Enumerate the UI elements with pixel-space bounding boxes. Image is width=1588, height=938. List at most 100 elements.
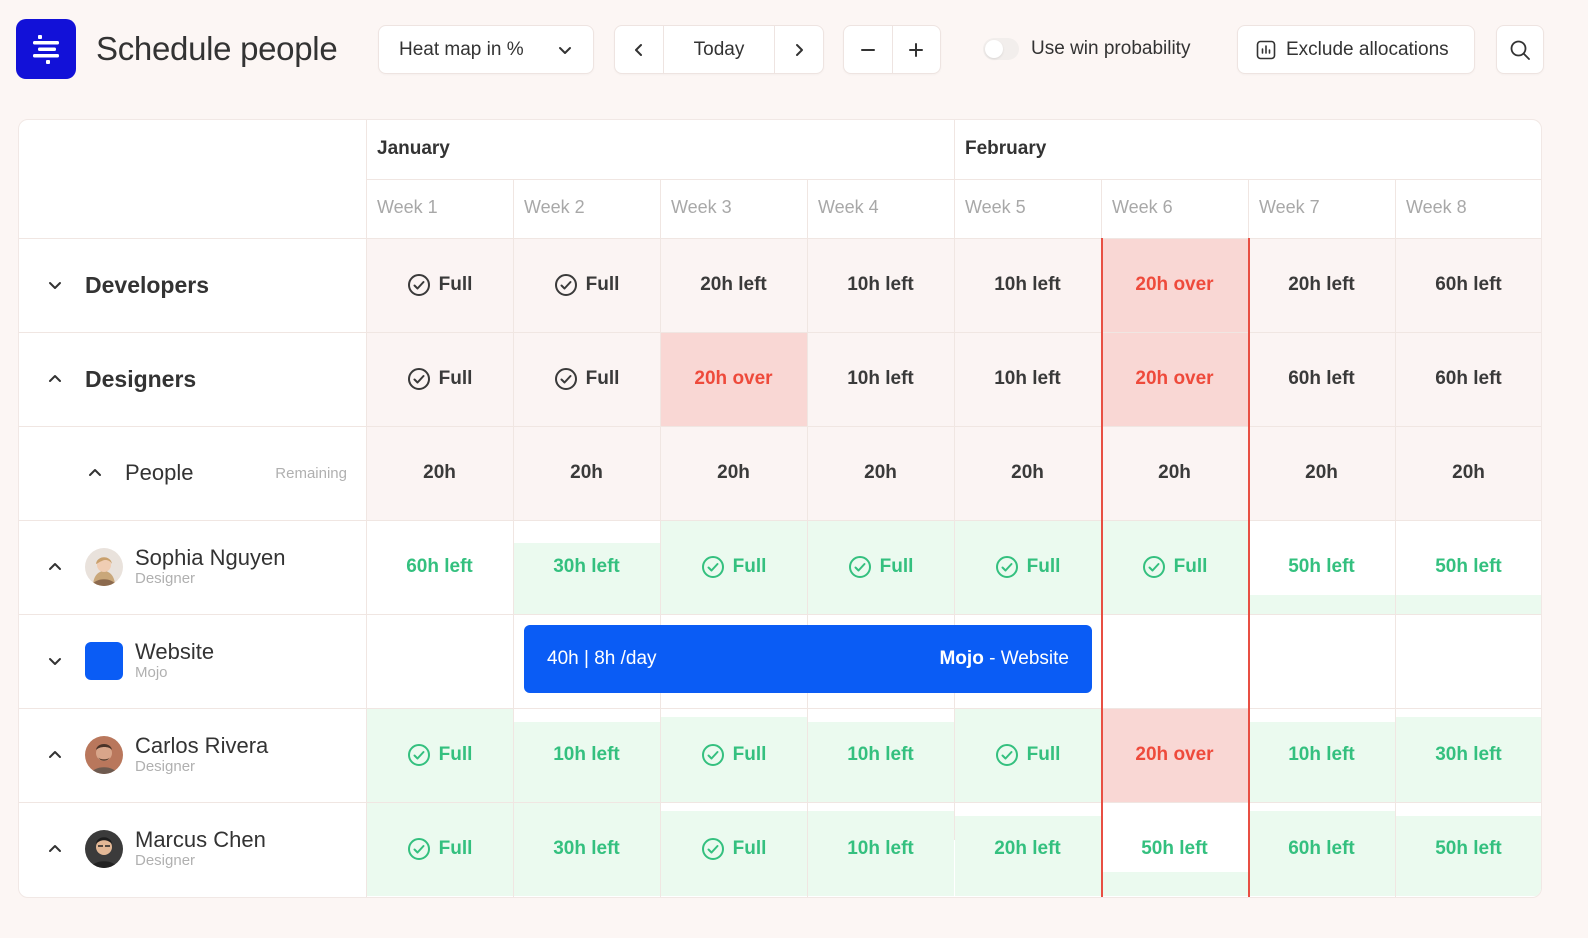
capacity-cell[interactable]: Full [366,332,513,426]
capacity-value: 20h [864,462,897,483]
capacity-cell[interactable]: 20h left [1248,238,1395,332]
capacity-value: 20h over [694,368,773,389]
capacity-cell[interactable]: Full [807,520,954,614]
capacity-cell[interactable]: 10h left [807,708,954,802]
capacity-cell[interactable]: Full [660,802,807,896]
heat-fill [661,811,807,896]
capacity-value: 20h over [1135,368,1214,389]
capacity-cell[interactable]: Full [660,708,807,802]
capacity-cell[interactable]: 20h left [954,802,1101,896]
capacity-cell[interactable]: 20h left [660,238,807,332]
exclude-allocations-button[interactable]: Exclude allocations [1237,25,1475,74]
chevron-up-icon[interactable] [47,559,63,575]
capacity-value: 30h left [553,556,620,577]
divider [807,179,808,897]
group-row-designers[interactable]: Designers [47,332,196,426]
heat-fill [808,520,954,614]
zoom-in-button[interactable] [891,26,941,73]
person-row[interactable]: Marcus Chen Designer [47,802,266,896]
chevron-up-icon[interactable] [47,747,63,763]
capacity-cell[interactable]: 30h left [513,802,660,896]
search-button[interactable] [1496,25,1544,74]
group-row-developers[interactable]: Developers [47,238,209,332]
person-row[interactable]: Carlos Rivera Designer [47,708,268,802]
today-button[interactable]: Today [663,26,775,73]
chevron-up-icon[interactable] [47,841,63,857]
capacity-cell[interactable]: 50h left [1395,802,1541,896]
capacity-cell[interactable]: 10h left [954,332,1101,426]
app-logo[interactable] [16,19,76,79]
previous-button[interactable] [615,26,663,73]
chevron-up-icon[interactable] [47,371,63,387]
capacity-cell[interactable]: 10h left [807,238,954,332]
divider [19,332,1541,333]
divider [513,179,514,897]
divider [19,708,1541,709]
capacity-cell[interactable]: 20h over [660,332,807,426]
capacity-cell[interactable]: 50h left [1248,520,1395,614]
allocation-bar[interactable]: 40h | 8h /day Mojo - Website [524,625,1092,693]
chevron-up-icon[interactable] [87,465,103,481]
capacity-cell[interactable]: 60h left [1248,802,1395,896]
heat-fill [955,520,1101,614]
capacity-cell[interactable]: 60h left [366,520,513,614]
chevron-down-icon[interactable] [47,277,63,293]
capacity-cell[interactable]: Full [366,238,513,332]
view-select[interactable]: Heat map in % [378,25,594,74]
capacity-cell[interactable]: 20h over [1101,332,1248,426]
people-row[interactable]: People Remaining [87,426,347,520]
capacity-cell[interactable]: Full [513,238,660,332]
project-row[interactable]: Website Mojo [47,614,214,708]
capacity-cell[interactable]: 20h over [1101,708,1248,802]
capacity-cell[interactable]: Full [366,708,513,802]
capacity-cell[interactable]: 20h [1248,426,1395,520]
capacity-value: 20h [717,462,750,483]
capacity-cell[interactable]: 10h left [807,802,954,896]
capacity-cell[interactable]: 50h left [1395,520,1541,614]
capacity-cell[interactable]: Full [1101,520,1248,614]
capacity-value: Full [732,556,767,577]
capacity-cell[interactable]: 60h left [1248,332,1395,426]
capacity-cell[interactable]: 20h [366,426,513,520]
capacity-cell[interactable]: Full [954,520,1101,614]
capacity-cell[interactable]: 60h left [1395,332,1541,426]
next-button[interactable] [775,26,823,73]
capacity-cell[interactable]: 10h left [1248,708,1395,802]
heat-fill [367,802,513,896]
capacity-cell[interactable]: Full [366,802,513,896]
person-role: Designer [135,758,196,775]
capacity-cell[interactable]: Full [660,520,807,614]
capacity-cell[interactable]: 20h [1101,426,1248,520]
divider [1395,179,1396,897]
capacity-cell[interactable]: 20h [1395,426,1541,520]
capacity-cell[interactable]: Full [513,332,660,426]
capacity-cell[interactable]: 20h [954,426,1101,520]
minus-icon [860,48,875,51]
capacity-value: Full [1173,556,1208,577]
capacity-cell[interactable]: 20h [660,426,807,520]
week-label: Week 5 [965,197,1026,217]
capacity-value: 20h [1305,462,1338,483]
heat-fill [808,722,954,802]
person-row[interactable]: Sophia Nguyen Designer [47,520,285,614]
toggle-switch[interactable] [983,38,1019,60]
capacity-cell[interactable]: 20h [513,426,660,520]
capacity-cell[interactable]: 10h left [513,708,660,802]
chevron-down-icon[interactable] [47,653,63,669]
zoom-out-button[interactable] [844,26,892,73]
today-line-left [1101,238,1103,897]
capacity-cell[interactable]: 20h over [1101,238,1248,332]
heat-fill [1396,717,1541,802]
capacity-cell[interactable]: 50h left [1101,802,1248,896]
empty-cell [1249,615,1395,708]
capacity-cell[interactable]: 10h left [807,332,954,426]
capacity-cell[interactable]: 30h left [513,520,660,614]
capacity-cell[interactable]: 10h left [954,238,1101,332]
capacity-cell[interactable]: 60h left [1395,238,1541,332]
win-probability-toggle[interactable]: Use win probability [983,38,1190,60]
capacity-cell[interactable]: 30h left [1395,708,1541,802]
capacity-cell[interactable]: 20h [807,426,954,520]
check-circle-icon [1142,556,1165,578]
people-label: People [125,460,194,485]
capacity-cell[interactable]: Full [954,708,1101,802]
